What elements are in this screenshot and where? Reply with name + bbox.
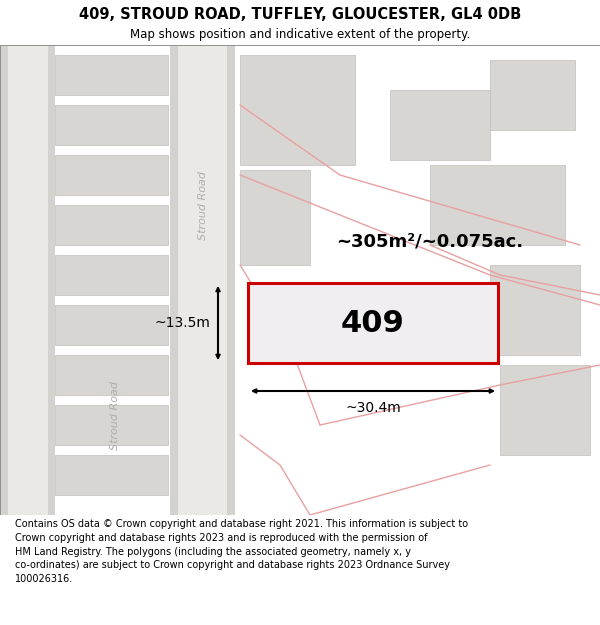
Polygon shape bbox=[55, 255, 168, 295]
Polygon shape bbox=[55, 405, 168, 445]
Polygon shape bbox=[248, 283, 498, 363]
Text: ~305m²/~0.075ac.: ~305m²/~0.075ac. bbox=[337, 232, 524, 250]
Text: Stroud Road: Stroud Road bbox=[198, 171, 208, 239]
Polygon shape bbox=[170, 45, 235, 515]
Text: ~30.4m: ~30.4m bbox=[345, 401, 401, 415]
Polygon shape bbox=[490, 60, 575, 130]
Text: Stroud Road: Stroud Road bbox=[110, 381, 120, 449]
Polygon shape bbox=[55, 105, 168, 145]
Text: ~13.5m: ~13.5m bbox=[154, 316, 210, 330]
Polygon shape bbox=[55, 55, 168, 95]
Polygon shape bbox=[430, 165, 565, 245]
Polygon shape bbox=[0, 45, 55, 515]
Polygon shape bbox=[55, 455, 168, 495]
Polygon shape bbox=[55, 305, 168, 345]
Polygon shape bbox=[8, 45, 48, 515]
Text: 409: 409 bbox=[341, 309, 405, 338]
Polygon shape bbox=[55, 355, 168, 395]
Polygon shape bbox=[240, 170, 310, 265]
Polygon shape bbox=[390, 90, 490, 160]
Text: Map shows position and indicative extent of the property.: Map shows position and indicative extent… bbox=[130, 28, 470, 41]
Polygon shape bbox=[240, 55, 355, 165]
Polygon shape bbox=[490, 265, 580, 355]
Polygon shape bbox=[55, 155, 168, 195]
Text: 409, STROUD ROAD, TUFFLEY, GLOUCESTER, GL4 0DB: 409, STROUD ROAD, TUFFLEY, GLOUCESTER, G… bbox=[79, 7, 521, 22]
Text: Contains OS data © Crown copyright and database right 2021. This information is : Contains OS data © Crown copyright and d… bbox=[15, 519, 468, 584]
Polygon shape bbox=[500, 365, 590, 455]
Polygon shape bbox=[55, 205, 168, 245]
Polygon shape bbox=[178, 45, 227, 515]
